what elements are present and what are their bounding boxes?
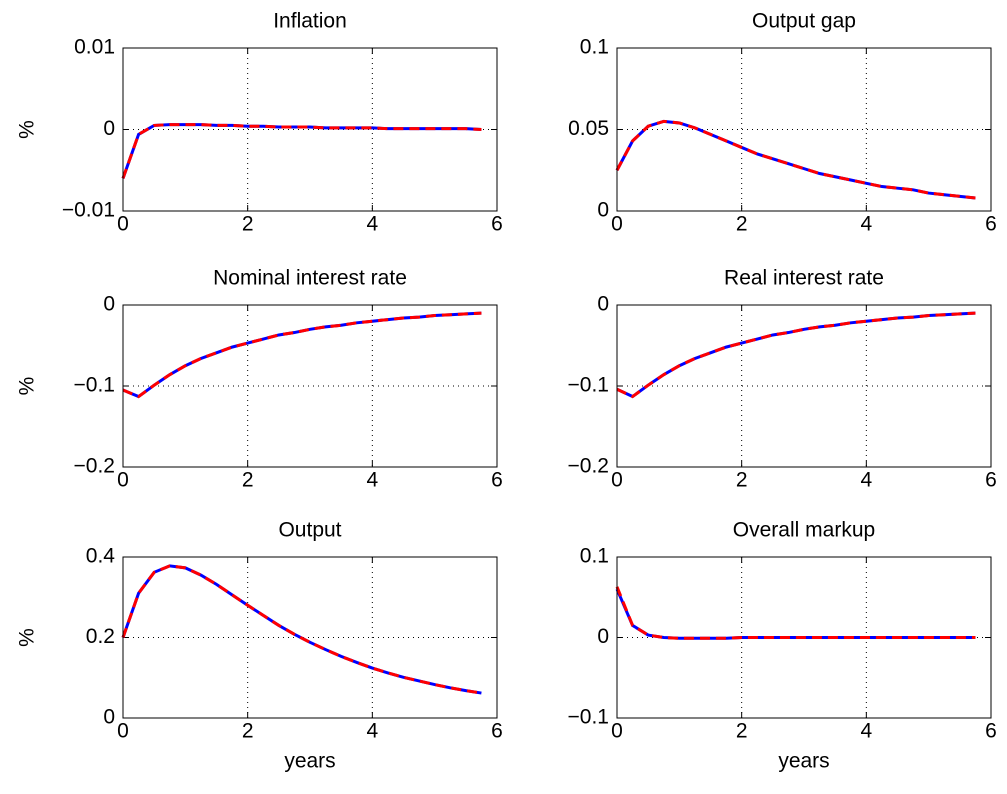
y-tick-label: −0.1 [74,374,115,397]
x-tick-label: 4 [860,213,872,236]
y-tick-label: −0.01 [62,199,115,222]
x-tick-label: 2 [736,720,748,743]
y-tick-label: 0 [103,293,115,316]
x-axis-label: years [778,750,829,773]
x-tick-label: 0 [117,213,129,236]
x-tick-label: 0 [611,213,623,236]
y-tick-label: 0 [103,117,115,140]
axes-box [616,304,992,468]
axes-box [616,556,992,719]
axes-box [616,47,992,212]
x-tick-label: 4 [860,720,872,743]
y-tick-label: −0.2 [74,455,115,478]
x-tick-label: 2 [736,469,748,492]
y-tick-label: −0.1 [568,706,609,729]
x-tick-label: 6 [985,213,997,236]
y-tick-label: 0.4 [86,545,116,568]
y-tick-label: 0 [103,706,115,729]
y-axis-label: % [16,628,39,647]
y-tick-label: −0.1 [568,374,609,397]
x-tick-label: 0 [117,720,129,743]
x-tick-label: 4 [366,720,378,743]
x-tick-label: 0 [117,469,129,492]
line-series [122,311,482,399]
axes-box [122,47,498,212]
x-tick-label: 6 [491,720,503,743]
x-tick-label: 6 [985,469,997,492]
x-tick-label: 2 [242,720,254,743]
x-tick-label: 0 [611,720,623,743]
x-tick-label: 0 [611,469,623,492]
axes-background [123,305,497,467]
line-series [616,311,976,399]
y-tick-label: 0 [597,293,609,316]
axes-box [122,304,498,468]
x-tick-label: 2 [242,469,254,492]
y-tick-label: 0.1 [580,36,609,59]
subplot-title: Output gap [752,10,856,33]
y-tick-label: 0 [597,625,609,648]
subplot-title: Nominal interest rate [213,267,407,290]
x-tick-label: 4 [366,213,378,236]
axes-background [123,557,497,718]
axes-background [617,48,991,211]
x-tick-label: 4 [366,469,378,492]
x-tick-label: 6 [985,720,997,743]
y-tick-label: 0 [597,199,609,222]
y-axis-label: % [16,377,39,396]
y-tick-label: 0.2 [86,625,115,648]
axes-box [122,556,498,719]
subplot-title: Output [278,519,341,542]
x-tick-label: 2 [242,213,254,236]
x-tick-label: 4 [860,469,872,492]
y-tick-label: 0.01 [74,36,115,59]
x-axis-label: years [284,750,335,773]
y-tick-label: 0.05 [568,117,609,140]
y-axis-label: % [16,120,39,139]
subplot-title: Overall markup [733,519,875,542]
line-series [121,564,482,695]
x-tick-label: 6 [491,469,503,492]
x-tick-label: 2 [736,213,748,236]
y-tick-label: −0.2 [568,455,609,478]
axes-background [617,305,991,467]
subplot-title: Real interest rate [724,267,884,290]
line-series [615,586,976,640]
y-tick-label: 0.1 [580,545,609,568]
x-tick-label: 6 [491,213,503,236]
line-series [615,119,976,200]
subplot-title: Inflation [273,10,347,33]
line-series [121,123,482,179]
